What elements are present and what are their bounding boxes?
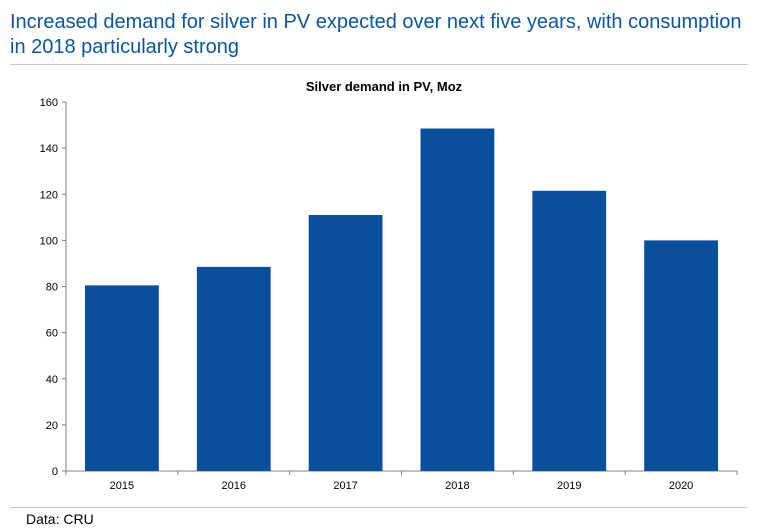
y-axis: 0 20 40 60 80 100 120 140 160	[40, 97, 67, 478]
y-tick-label: 80	[46, 282, 58, 294]
x-tick-label: 2020	[669, 480, 693, 492]
y-tick-label: 40	[46, 374, 58, 386]
y-tick-label: 100	[40, 235, 58, 247]
bar-chart: Silver demand in PV, Moz 0 20 40 60 80 100 120…	[40, 79, 738, 492]
headline: Increased demand for silver in PV expect…	[10, 11, 742, 58]
chart-title: Silver demand in PV, Moz	[306, 79, 463, 94]
x-tick-label: 2018	[445, 480, 469, 492]
bar-2017	[308, 215, 383, 471]
bars	[85, 128, 718, 471]
bar-2016	[196, 266, 271, 471]
bar-2020	[644, 240, 718, 471]
header-divider	[10, 64, 748, 65]
y-tick-label: 20	[46, 420, 58, 432]
source-note: Data: CRU	[26, 511, 94, 527]
x-tick-label: 2016	[222, 480, 246, 492]
bar-2015	[85, 285, 159, 471]
bar-2018	[420, 128, 495, 471]
x-tick-label: 2015	[110, 480, 134, 492]
bar-2019	[532, 190, 607, 471]
y-tick-label: 160	[40, 97, 58, 109]
y-tick-label: 60	[46, 328, 58, 340]
x-axis: 2015 2016 2017 2018 2019 2020	[65, 470, 738, 492]
footer-divider	[10, 507, 748, 508]
y-tick-label: 120	[40, 189, 58, 201]
y-tick-label: 140	[40, 143, 58, 155]
x-tick-label: 2019	[557, 480, 581, 492]
y-tick-label: 0	[52, 466, 58, 478]
x-tick-label: 2017	[333, 480, 357, 492]
